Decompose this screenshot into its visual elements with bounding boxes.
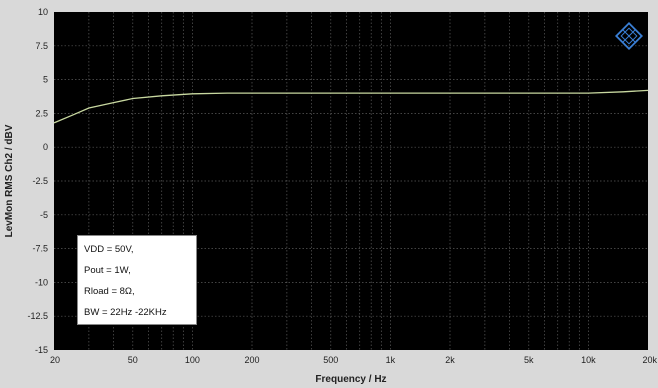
y-tick-label: -15	[35, 345, 48, 355]
y-tick-label: 2.5	[35, 108, 48, 118]
x-tick-label: 20	[50, 355, 60, 365]
annotation-box: VDD = 50V, Pout = 1W, Rload = 8Ω, BW = 2…	[77, 235, 197, 325]
x-tick-label: 1k	[386, 355, 396, 365]
x-tick-label: 50	[128, 355, 138, 365]
series-line	[53, 89, 649, 124]
y-tick-label: -12.5	[27, 311, 48, 321]
y-axis-title: LevMon RMS Ch2 / dBV	[4, 124, 15, 237]
y-tick-label: 0	[43, 142, 48, 152]
y-tick-label: -5	[40, 210, 48, 220]
x-tick-label: 10k	[581, 355, 596, 365]
rohde-schwarz-diamond-icon	[614, 21, 644, 51]
y-tick-label: -10	[35, 277, 48, 287]
y-tick-label: 10	[38, 7, 48, 17]
x-tick-label: 2k	[445, 355, 455, 365]
annotation-rload: Rload = 8Ω,	[84, 286, 135, 297]
y-tick-label: 7.5	[35, 41, 48, 51]
x-tick-label: 100	[185, 355, 200, 365]
annotation-pout: Pout = 1W,	[84, 265, 131, 276]
annotation-vdd: VDD = 50V,	[84, 244, 134, 255]
x-tick-label: 20k	[642, 355, 657, 365]
y-tick-label: -7.5	[32, 244, 48, 254]
y-tick-label: 5	[43, 75, 48, 85]
x-tick-label: 500	[323, 355, 338, 365]
x-axis-title: Frequency / Hz	[315, 374, 386, 385]
x-tick-label: 200	[244, 355, 259, 365]
annotation-bw: BW = 22Hz -22KHz	[84, 307, 167, 318]
y-tick-label: -2.5	[32, 176, 48, 186]
x-tick-label: 5k	[524, 355, 534, 365]
